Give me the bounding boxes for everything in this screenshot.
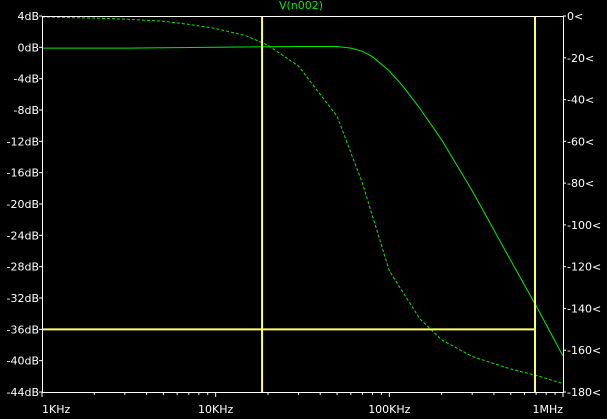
magnitude-trace: [42, 46, 564, 357]
y-left-tick-label: -24dB: [7, 229, 40, 242]
y-right-tick-label: 0<: [567, 10, 583, 23]
x-tick-label: 1KHz: [42, 403, 70, 416]
y-right-tick-label: -60<: [567, 135, 594, 148]
y-left-tick-label: -12dB: [7, 135, 40, 148]
x-tick-label: 100KHz: [368, 403, 410, 416]
series-label-vn002[interactable]: V(n002): [279, 0, 323, 12]
y-right-tick-label: -140<: [567, 302, 601, 315]
y-left-tick-label: -28dB: [7, 261, 40, 274]
y-left-tick-label: -40dB: [7, 355, 40, 368]
y-left-tick-label: -16dB: [7, 167, 40, 180]
y-right-tick-label: -40<: [567, 94, 594, 107]
y-left-tick-label: -4dB: [14, 73, 40, 86]
y-right-tick-label: -100<: [567, 219, 601, 232]
y-left-tick-label: 0dB: [17, 41, 39, 54]
y-right-tick-label: -160<: [567, 344, 601, 357]
y-left-tick-label: -36dB: [7, 323, 40, 336]
x-tick-label: 1MHz: [532, 403, 563, 416]
y-left-tick-label: -8dB: [14, 104, 40, 117]
plot-frame: [42, 16, 564, 393]
y-right-tick-label: -180<: [567, 386, 601, 399]
y-right-tick-label: -20<: [567, 52, 594, 65]
y-left-tick-label: -32dB: [7, 292, 40, 305]
phase-trace: [41, 16, 564, 385]
y-right-tick-label: -80<: [567, 177, 594, 190]
x-tick-label: 10KHz: [198, 403, 233, 416]
y-left-tick-label: -20dB: [7, 198, 40, 211]
y-right-tick-label: -120<: [567, 261, 601, 274]
y-left-tick-label: -44dB: [7, 386, 40, 399]
y-left-tick-label: 4dB: [17, 10, 39, 23]
